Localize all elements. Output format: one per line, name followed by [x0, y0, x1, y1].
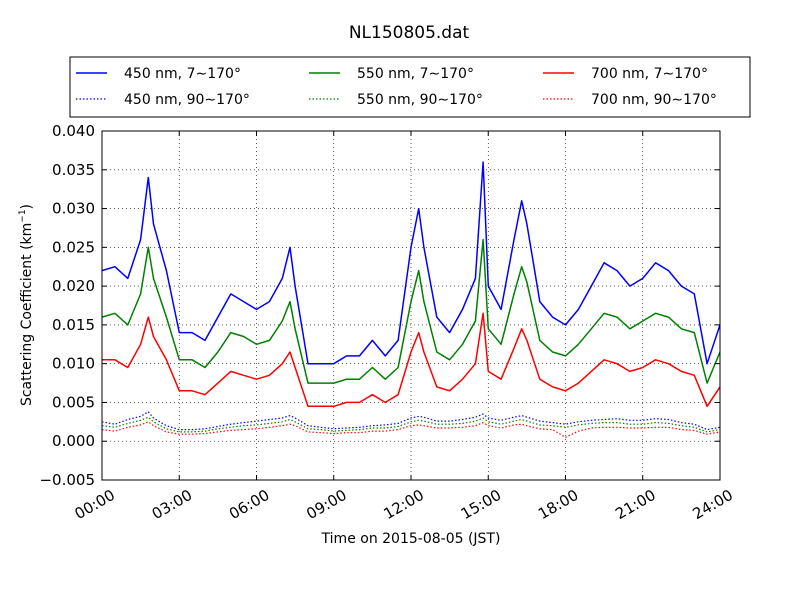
y-axis-label-end: ) [19, 204, 35, 209]
y-tick-label: 0.010 [52, 355, 95, 373]
x-axis-label: Time on 2015-08-05 (JST) [321, 531, 501, 547]
legend-label: 450 nm, 90∼170° [124, 92, 250, 108]
y-tick-labels: −0.005 0.000 0.005 0.010 0.015 0.020 0.025 0.03… [39, 122, 95, 489]
series-line-3 [101, 416, 721, 433]
series-layer [101, 161, 721, 438]
chart-title: NL150805.dat [349, 23, 470, 43]
y-tick-label: 0.035 [52, 161, 95, 179]
y-tick-label: 0.000 [52, 432, 95, 450]
series-line-4 [102, 312, 721, 408]
y-tick-label: 0.005 [52, 393, 95, 411]
y-tick-label: 0.040 [52, 122, 95, 140]
series-line-5 [101, 421, 721, 438]
y-tick-label: −0.005 [39, 471, 95, 489]
y-tick-label: 0.015 [52, 316, 95, 334]
legend-label: 550 nm, 90∼170° [357, 92, 483, 108]
legend-label: 700 nm, 7∼170° [591, 66, 708, 82]
series-line-0 [101, 161, 721, 365]
y-tick-label: 0.030 [52, 200, 95, 218]
y-axis-label-main: Scattering Coefficient (km [19, 223, 35, 406]
y-tick-label: 0.020 [52, 277, 95, 295]
y-axis-label: Scattering Coefficient (km−1) [18, 204, 35, 406]
legend-frame [69, 56, 751, 118]
legend: 450 nm, 7∼170° 550 nm, 7∼170° 700 nm, 7∼17… [69, 56, 751, 118]
legend-label: 450 nm, 7∼170° [124, 66, 241, 82]
legend-label: 550 nm, 7∼170° [357, 66, 474, 82]
series-line-1 [101, 411, 721, 431]
axis-ticks [101, 130, 721, 481]
series-line-2 [101, 238, 721, 384]
legend-label: 700 nm, 90∼170° [591, 92, 717, 108]
y-axis-label-sup: −1 [18, 209, 28, 222]
y-tick-label: 0.025 [52, 238, 95, 256]
